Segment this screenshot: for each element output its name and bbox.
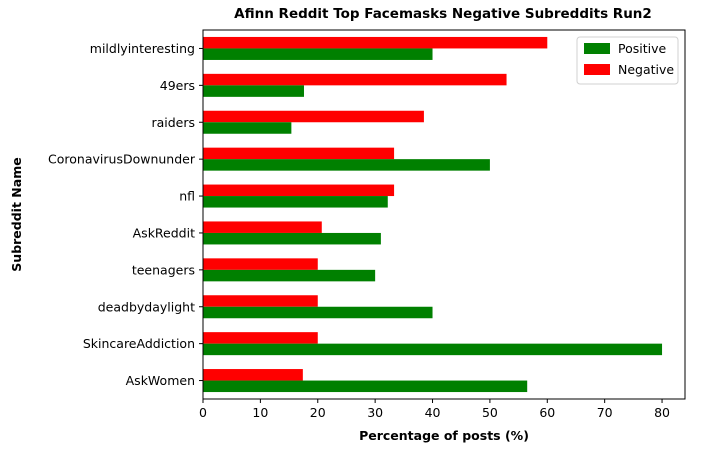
bar-negative bbox=[203, 73, 507, 86]
bar-positive bbox=[203, 306, 433, 319]
x-tick-label: 0 bbox=[199, 405, 207, 420]
y-tick-label: CoronavirusDownunder bbox=[48, 152, 196, 167]
bar-negative bbox=[203, 110, 424, 123]
y-tick-label: deadbydaylight bbox=[98, 299, 195, 314]
bar-negative bbox=[203, 184, 395, 197]
x-axis-label: Percentage of posts (%) bbox=[359, 428, 529, 443]
bar-positive bbox=[203, 380, 528, 393]
legend-label-positive: Positive bbox=[618, 41, 666, 56]
x-tick-label: 40 bbox=[425, 405, 441, 420]
y-tick-label: nfl bbox=[179, 189, 195, 204]
bar-negative bbox=[203, 36, 548, 49]
y-tick-label: 49ers bbox=[160, 78, 195, 93]
bar-positive bbox=[203, 122, 292, 134]
y-tick-label: SkincareAddiction bbox=[83, 336, 195, 351]
legend-swatch-positive bbox=[584, 43, 610, 54]
legend: Positive Negative bbox=[576, 36, 679, 85]
bar-negative bbox=[203, 147, 395, 160]
bar-negative bbox=[203, 369, 303, 381]
bar-positive bbox=[203, 269, 376, 282]
y-tick-label: AskReddit bbox=[133, 225, 195, 240]
x-tick-label: 50 bbox=[482, 405, 498, 420]
bar-positive bbox=[203, 232, 381, 245]
y-tick-label: teenagers bbox=[132, 262, 195, 277]
bar-positive bbox=[203, 159, 490, 171]
bars-group bbox=[203, 36, 663, 393]
x-axis-ticks: 0 10 20 30 40 50 60 70 80 bbox=[199, 399, 670, 420]
x-tick-label: 20 bbox=[310, 405, 326, 420]
chart-title: Afinn Reddit Top Facemasks Negative Subr… bbox=[234, 6, 652, 22]
y-tick-label: AskWomen bbox=[126, 373, 195, 388]
legend-label-negative: Negative bbox=[618, 62, 674, 77]
y-tick-label: mildlyinteresting bbox=[90, 41, 195, 56]
y-axis-label: Subreddit Name bbox=[9, 157, 24, 271]
bar-negative bbox=[203, 295, 318, 307]
x-tick-label: 10 bbox=[252, 405, 268, 420]
x-tick-label: 70 bbox=[597, 405, 613, 420]
bar-negative bbox=[203, 332, 318, 344]
bar-negative bbox=[203, 258, 318, 270]
bar-positive bbox=[203, 85, 304, 97]
plot-area-frame bbox=[202, 29, 686, 400]
x-tick-label: 80 bbox=[654, 405, 670, 420]
bar-positive bbox=[203, 196, 388, 208]
bar-positive bbox=[203, 343, 663, 356]
legend-swatch-negative bbox=[584, 64, 610, 75]
y-tick-label: raiders bbox=[151, 115, 195, 130]
bar-negative bbox=[203, 221, 322, 233]
bar-positive bbox=[203, 48, 433, 60]
x-tick-label: 30 bbox=[367, 405, 383, 420]
y-axis-ticks: mildlyinteresting 49ers raiders Coronavirus… bbox=[48, 41, 203, 388]
x-tick-label: 60 bbox=[539, 405, 555, 420]
